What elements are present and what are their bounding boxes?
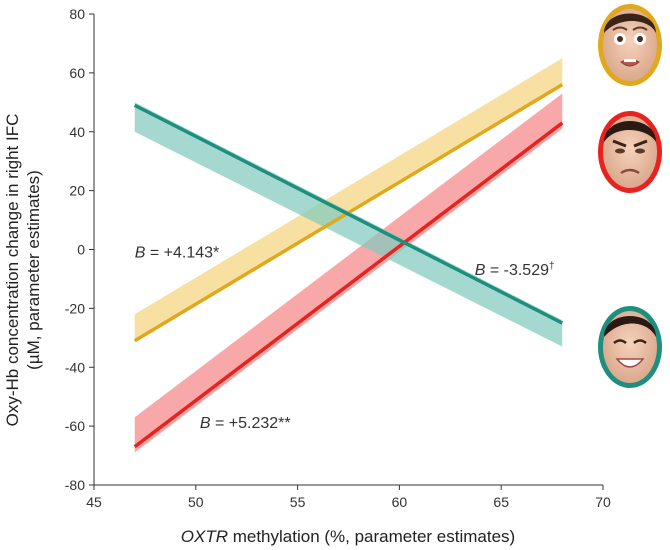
fear-confidence-band	[134, 58, 563, 341]
y-tick-label: 20	[69, 183, 85, 199]
x-tick-label: 65	[493, 494, 509, 510]
x-tick-label: 70	[595, 494, 611, 510]
y-ticks: -80 -60 -40 -20 0 20 40 60 80	[65, 6, 94, 493]
regression-lines	[133, 83, 564, 449]
y-tick-label: -40	[65, 359, 85, 375]
confidence-bands	[134, 58, 563, 453]
fearful-face-icon	[598, 4, 662, 86]
happy-face-icon	[598, 306, 662, 388]
x-tick-label: 60	[392, 494, 408, 510]
y-tick-label: -60	[65, 418, 85, 434]
y-tick-label: 80	[69, 6, 85, 22]
y-axis-title-line2: (µM, parameter estimates)	[24, 170, 43, 370]
angry-face-icon	[598, 111, 662, 193]
x-tick-label: 45	[86, 494, 102, 510]
y-tick-label: 60	[69, 65, 85, 81]
x-ticks: 45 50 55 60 65 70	[86, 485, 611, 510]
x-axis-title: OXTR methylation (%, parameter estimates…	[181, 527, 515, 546]
y-tick-label: -80	[65, 477, 85, 493]
happy-regression-line	[133, 103, 564, 325]
happy-confidence-band	[134, 102, 563, 347]
y-tick-label: -20	[65, 300, 85, 316]
coefficient-label: B = -3.529†	[475, 261, 555, 279]
y-axis-title-line1: Oxy-Hb concentration change in right IFC	[3, 114, 22, 427]
y-tick-label: 0	[77, 242, 85, 258]
coefficient-label: B = +4.143*	[135, 244, 220, 261]
anger-confidence-band	[134, 93, 563, 453]
anger-regression-line	[133, 121, 564, 449]
coefficient-annotations: B = +4.143* B = -3.529† B = +5.232**	[135, 244, 555, 432]
y-tick-label: 40	[69, 124, 85, 140]
x-tick-label: 50	[188, 494, 204, 510]
x-tick-label: 55	[290, 494, 306, 510]
coefficient-label: B = +5.232**	[200, 415, 291, 432]
